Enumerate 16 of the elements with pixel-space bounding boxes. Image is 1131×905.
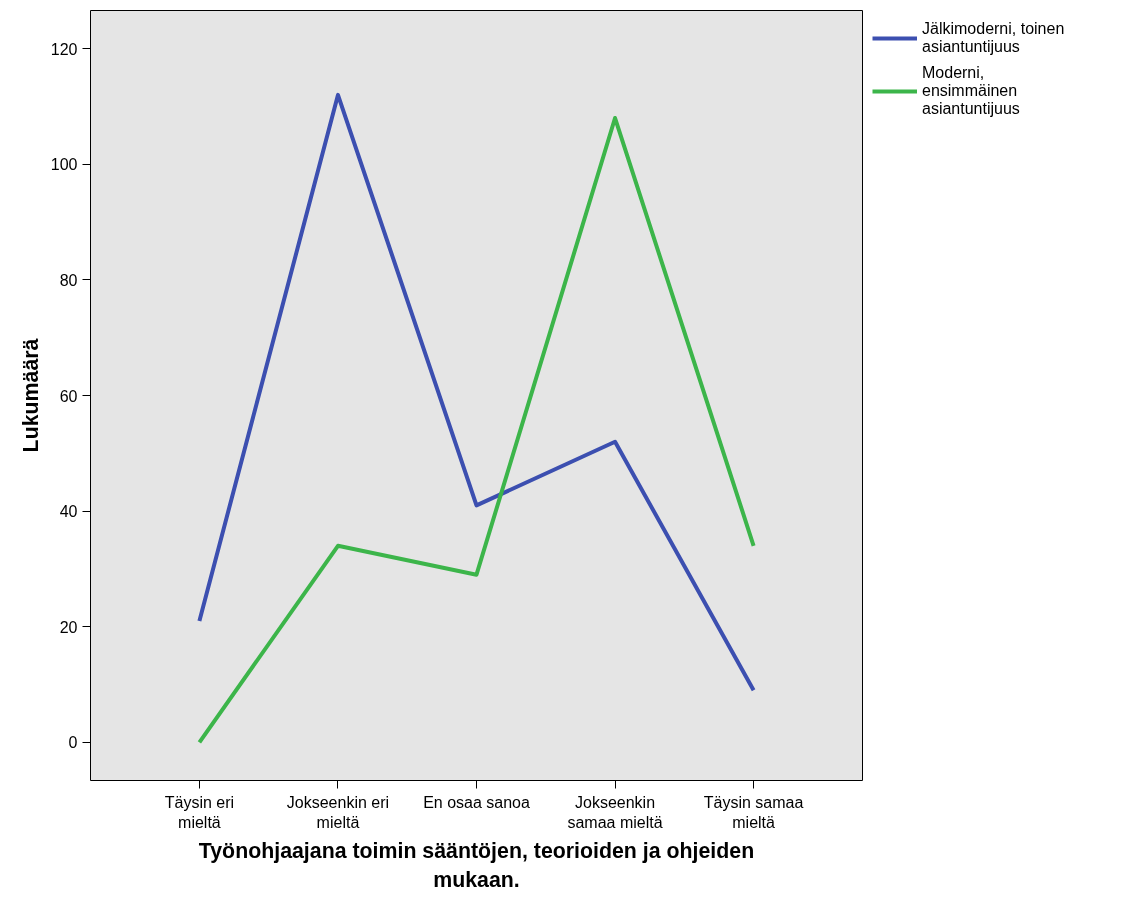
y-axis-title: Lukumäärä <box>18 338 43 453</box>
y-tick-label: 60 <box>59 387 78 405</box>
x-tick-label: Jokseenkin samaa mieltä <box>567 793 663 831</box>
legend-label: Moderni, ensimmäinen asiantuntijuus <box>922 64 1020 118</box>
y-tick-label: 100 <box>50 156 78 174</box>
x-tick-label: En osaa sanoa <box>423 793 530 811</box>
legend-label: Jälkimoderni, toinen asiantuntijuus <box>922 20 1065 56</box>
x-tick-label: Täysin samaa mieltä <box>703 793 804 831</box>
y-tick-label: 0 <box>68 734 78 752</box>
y-tick-label: 40 <box>59 503 78 521</box>
x-axis-title: Työnohjaajana toimin sääntöjen, teorioiden ja ohjeiden mukaan. <box>198 838 755 892</box>
x-tick-label: Jokseenkin eri mieltä <box>286 793 390 831</box>
y-tick-label: 120 <box>50 40 78 58</box>
x-tick-label: Täysin eri mieltä <box>164 793 235 831</box>
y-tick-label: 80 <box>59 271 78 289</box>
y-tick-label: 20 <box>59 618 78 636</box>
